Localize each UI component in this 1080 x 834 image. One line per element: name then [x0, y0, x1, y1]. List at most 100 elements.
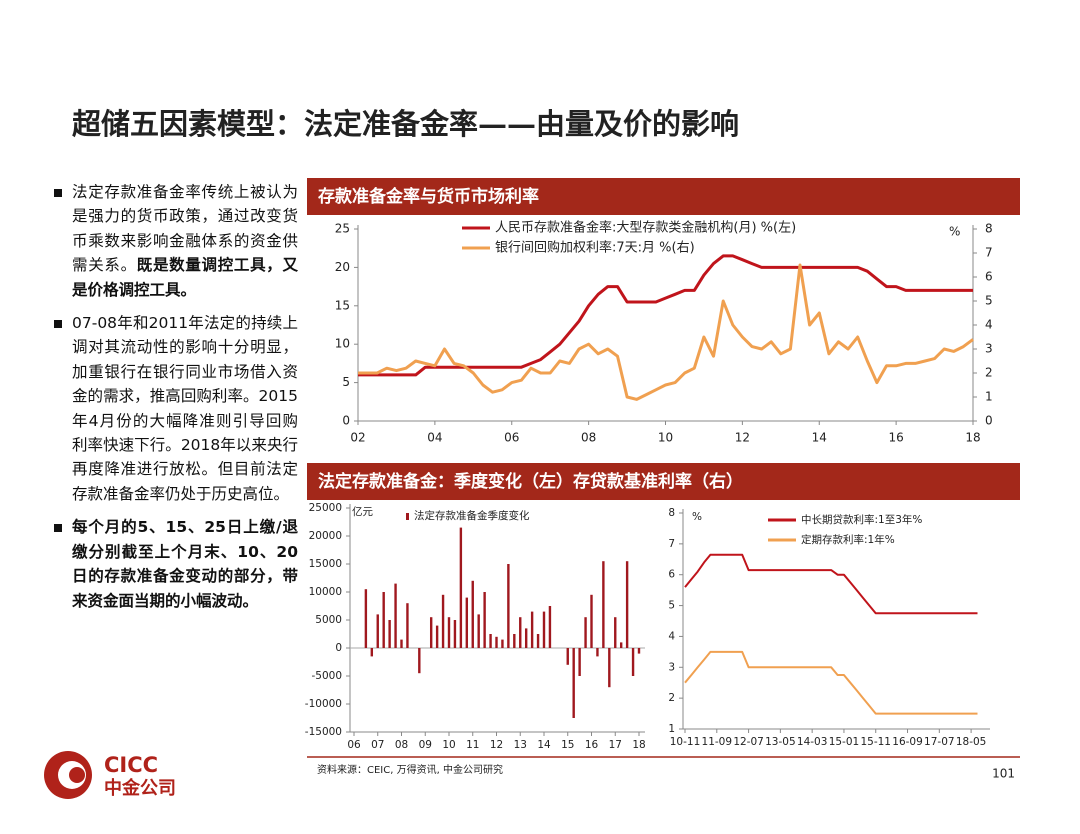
- axis-unit: %: [949, 225, 960, 239]
- legend-label: 银行间回购加权利率:7天:月 %(右): [495, 240, 695, 256]
- y-tick-label: -5000: [311, 670, 342, 682]
- bar: [382, 592, 385, 648]
- x-tick-label: 14: [812, 431, 827, 445]
- y-tick-label: 10000: [309, 586, 342, 598]
- bar: [483, 592, 486, 648]
- line-series: [358, 254, 973, 377]
- x-tick-label: 17: [609, 739, 622, 751]
- y-tick-label: 15000: [309, 558, 342, 570]
- bar: [400, 639, 403, 648]
- y2-tick-label: 5: [985, 294, 993, 308]
- bar: [625, 561, 629, 648]
- bar: [453, 620, 457, 648]
- panel-title: 法定存款准备金：季度变化（左）存贷款基准利率（右）: [318, 471, 743, 492]
- x-tick-label: 11: [466, 739, 479, 751]
- y-tick-label: 5000: [315, 614, 342, 626]
- legend-label: 定期存款利率:1年%: [801, 533, 895, 546]
- bar: [394, 583, 397, 648]
- bar: [619, 642, 623, 648]
- bar: [596, 648, 599, 657]
- bar: [530, 611, 534, 648]
- bar: [566, 648, 569, 665]
- bar: [477, 614, 480, 648]
- y-tick-label: 8: [668, 507, 675, 519]
- y-tick-label: 2: [668, 692, 675, 704]
- x-tick-label: 08: [395, 739, 408, 751]
- logo-text: CICC: [104, 753, 158, 777]
- x-tick-label: 08: [581, 431, 596, 445]
- x-tick-label: 16: [888, 431, 903, 445]
- x-tick-label: 18-05: [956, 736, 987, 748]
- y2-tick-label: 7: [985, 246, 993, 260]
- axis-unit: %: [692, 511, 702, 523]
- legend-label: 中长期贷款利率:1至3年%: [801, 513, 922, 526]
- y-tick-label: -15000: [305, 726, 342, 738]
- bar: [471, 580, 474, 648]
- line-series: [684, 650, 978, 715]
- bar: [614, 617, 617, 648]
- y-tick-label: 5: [668, 600, 675, 612]
- logo-mark: [69, 767, 85, 783]
- bar: [418, 648, 421, 674]
- x-tick-label: 06: [504, 431, 519, 445]
- line-series: [358, 263, 974, 401]
- x-tick-label: 16-09: [892, 736, 923, 748]
- panel-title: 存款准备金率与货币市场利率: [318, 186, 539, 207]
- bar: [631, 648, 635, 676]
- x-tick-label: 10: [658, 431, 673, 445]
- bar: [572, 648, 575, 718]
- bar: [489, 634, 492, 648]
- legend-label: 法定存款准备金季度变化: [414, 509, 530, 522]
- x-tick-label: 15-01: [829, 736, 860, 748]
- bar: [376, 614, 379, 648]
- y2-tick-label: 1: [985, 390, 993, 404]
- x-tick-label: 06: [347, 739, 361, 751]
- line-series: [684, 553, 978, 615]
- bullet: 07-08年和2011年法定的持续上调对其流动性的影响十分明显，加重银行在银行同…: [52, 311, 298, 506]
- x-tick-label: 13: [514, 739, 527, 751]
- bar: [536, 634, 540, 648]
- bar: [459, 527, 463, 648]
- x-tick-label: 07: [371, 739, 384, 751]
- bar: [370, 648, 374, 657]
- bar: [637, 648, 641, 654]
- y2-tick-label: 3: [985, 342, 993, 356]
- x-tick-label: 15-11: [860, 736, 891, 748]
- axis-unit: 亿元: [352, 505, 373, 518]
- x-tick-label: 12: [735, 431, 750, 445]
- y-tick-label: 7: [668, 538, 675, 550]
- panel-header: [307, 463, 1020, 500]
- panel-header: [307, 178, 1020, 215]
- y-tick-label: 3: [668, 661, 675, 673]
- y-tick-label: 4: [668, 630, 675, 642]
- page-number: 101: [992, 767, 1015, 781]
- x-tick-label: 02: [350, 431, 365, 445]
- bar: [465, 597, 469, 648]
- bullet-text: 07-08年和2011年法定的持续上调对其流动性的影响十分明显，加重银行在银行同…: [72, 314, 298, 503]
- y-tick-label: 6: [668, 569, 675, 581]
- bullet: 每个月的5、15、25日上缴/退缴分别截至上个月末、10、20日的存款准备金变动…: [52, 515, 298, 613]
- y-tick-label: 1: [668, 723, 675, 735]
- bar: [495, 636, 498, 648]
- source-note: 资料来源：CEIC, 万得资讯, 中金公司研究: [317, 763, 503, 776]
- bullet-emphasis: 每个月的5、15、25日上缴/退缴分别截至上个月末、10、20日的存款准备金变动…: [72, 518, 298, 610]
- bar: [441, 594, 445, 648]
- bar: [584, 617, 587, 648]
- y2-tick-label: 2: [985, 366, 993, 380]
- bar: [501, 639, 504, 648]
- x-tick-label: 09: [419, 739, 432, 751]
- y-tick-label: -10000: [305, 698, 342, 710]
- x-tick-label: 15: [561, 739, 574, 751]
- bullet: 法定存款准备金率传统上被认为是强力的货币政策，通过改变货币乘数来影响金融体系的资…: [52, 180, 298, 302]
- bar: [608, 648, 611, 688]
- x-tick-label: 14: [537, 739, 551, 751]
- y-tick-label: 20: [335, 260, 350, 274]
- logo: CICC 中金公司: [44, 751, 176, 799]
- x-tick-label: 17-07: [924, 736, 955, 748]
- x-tick-label: 18: [965, 431, 980, 445]
- bar: [513, 634, 516, 648]
- y-tick-label: 10: [335, 337, 350, 351]
- y-tick-label: 20000: [309, 530, 342, 542]
